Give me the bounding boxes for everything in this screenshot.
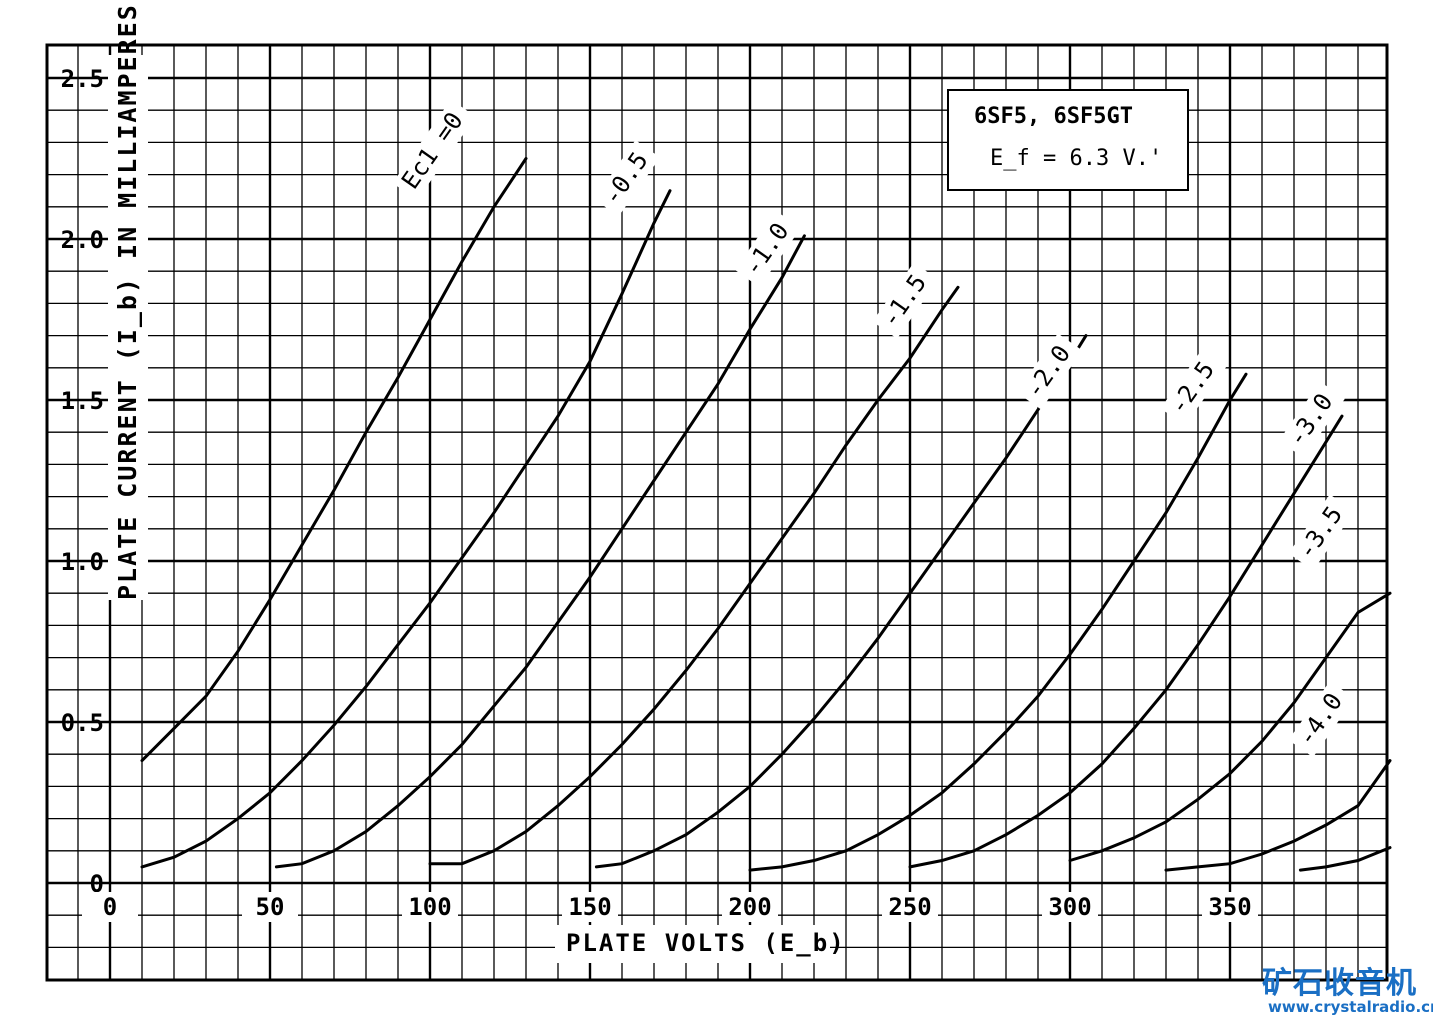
- series-line-8: [1164, 759, 1392, 872]
- series-line-6: [908, 414, 1344, 869]
- watermark-url: www.crystalradio.cn: [1268, 998, 1433, 1016]
- series-line-9: [1298, 846, 1392, 872]
- curve-labels: Ec1 =0 -0.5 -1.0 -1.5 -2.0 -2.5 -3.0 -3.5 -4.0: [392, 99, 1355, 758]
- y-tick-label: 2.0: [61, 226, 104, 254]
- curve-label-8: -4.0: [1288, 681, 1355, 758]
- chart-title: 6SF5, 6SF5GT: [974, 104, 1133, 129]
- x-tick-label: 350: [1208, 893, 1251, 921]
- curve-label-1: -0.5: [594, 140, 661, 217]
- major-grid: [47, 45, 1387, 980]
- x-tick-label: 300: [1048, 893, 1091, 921]
- series-line-4: [594, 334, 1088, 869]
- x-tick-label: 200: [728, 893, 771, 921]
- y-axis-tick-labels: 0 0.5 1.0 1.5 2.0 2.5: [61, 65, 104, 898]
- series-line-1: [140, 189, 672, 869]
- y-tick-label: 2.5: [61, 65, 104, 93]
- curve-label-0: Ec1 =0: [392, 99, 476, 201]
- series-line-2: [274, 234, 806, 869]
- y-tick-label: 1.0: [61, 548, 104, 576]
- x-tick-label: 100: [408, 893, 451, 921]
- x-axis-label-group: PLATE VOLTS (E_b): [555, 925, 846, 963]
- x-tick-label: 150: [568, 893, 611, 921]
- tube-title-box: 6SF5, 6SF5GT E_f = 6.3 V.': [947, 89, 1189, 191]
- series-line-0: [140, 157, 528, 763]
- curve-label-6: -3.0: [1278, 381, 1345, 458]
- y-axis-label-group: PLATE CURRENT (I_b) IN MILLIAMPERES: [108, 3, 148, 600]
- series-line-7: [1068, 591, 1392, 862]
- series-line-3: [428, 285, 960, 866]
- x-tick-label: 250: [888, 893, 931, 921]
- curve-label-4: -2.0: [1016, 333, 1083, 410]
- plot-frame: [45, 43, 1389, 982]
- curve-label-3: -1.5: [872, 262, 939, 339]
- x-axis-label: PLATE VOLTS (E_b): [566, 929, 846, 957]
- plate-curves: [140, 157, 1392, 872]
- y-tick-label: 0: [90, 870, 104, 898]
- y-tick-label: 0.5: [61, 709, 104, 737]
- y-axis-label: PLATE CURRENT (I_b) IN MILLIAMPERES: [113, 3, 142, 600]
- watermark-cn: 矿石收音机: [1262, 966, 1417, 1001]
- chart-subtitle: E_f = 6.3 V.': [990, 146, 1162, 171]
- curve-label-5: -2.5: [1160, 349, 1227, 426]
- x-axis-tick-labels: 0 50 100 150 200 250 300 350: [82, 892, 1258, 922]
- curve-label-2: -1.0: [734, 210, 801, 288]
- x-tick-label: 0: [103, 893, 117, 921]
- series-line-5: [748, 372, 1248, 872]
- y-tick-label: 1.5: [61, 387, 104, 415]
- minor-grid: [47, 45, 1387, 981]
- curve-label-text: Ec1 =0: [396, 107, 469, 194]
- curve-label-7: -3.5: [1288, 494, 1355, 571]
- x-tick-label: 50: [256, 893, 285, 921]
